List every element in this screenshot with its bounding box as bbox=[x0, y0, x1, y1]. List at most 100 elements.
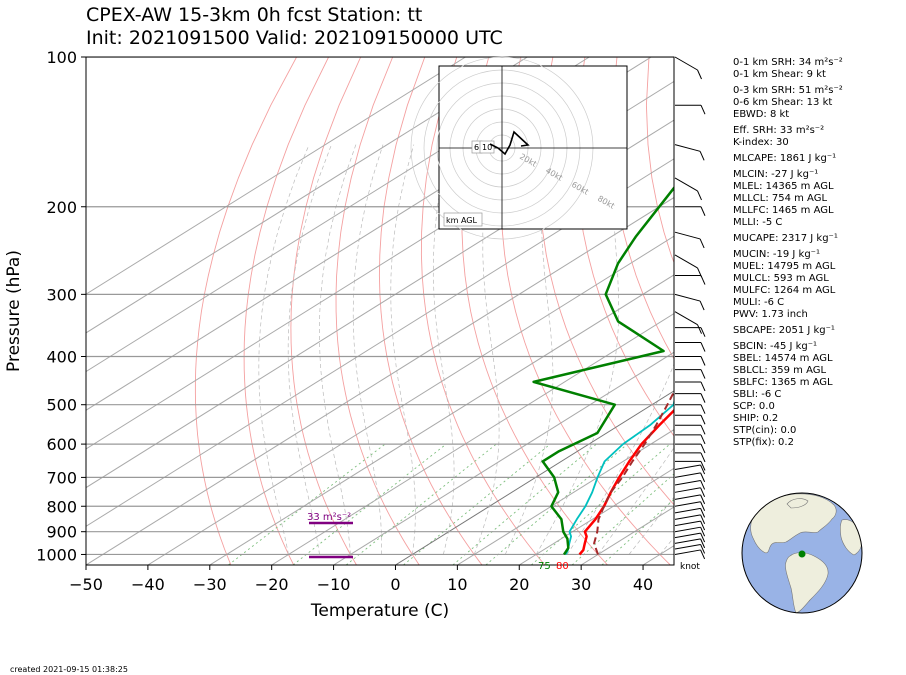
parameter-item: STP(cin): 0.0 bbox=[733, 425, 797, 436]
isotherm bbox=[147, 235, 674, 565]
axis-ticks: −50 −40 −30 −20 −10 0 10 20 30 40 100 200 300 400 500 6… bbox=[36, 48, 653, 594]
x-tick-label: −30 bbox=[193, 575, 227, 594]
wind-barb-staff bbox=[674, 293, 701, 302]
y-tick-label: 500 bbox=[46, 396, 77, 415]
wind-barb-flag bbox=[700, 520, 706, 531]
wind-barb-flag bbox=[699, 151, 705, 161]
wind-barb-staff bbox=[674, 538, 701, 544]
wind-barb-staff bbox=[674, 464, 701, 471]
wind-barb-flag bbox=[700, 415, 706, 425]
parameter-item: MLLI: -5 C bbox=[733, 217, 783, 228]
wind-barb-flag bbox=[700, 206, 706, 216]
north-america-land bbox=[750, 493, 837, 554]
dry-adiabat bbox=[290, 57, 362, 565]
wind-barb-staff bbox=[674, 311, 698, 326]
parameter-item: MULFC: 1264 m AGL bbox=[733, 285, 836, 296]
moist-adiabat bbox=[504, 144, 554, 555]
wind-barb-staff bbox=[674, 254, 698, 269]
parameter-item: SBCIN: -45 J kg⁻¹ bbox=[733, 341, 818, 352]
x-tick-label: 10 bbox=[447, 575, 467, 594]
x-tick-label: 30 bbox=[571, 575, 591, 594]
wind-barb-flag bbox=[700, 514, 706, 525]
wind-barb-flag bbox=[700, 443, 706, 454]
parameter-item: Eff. SRH: 33 m²s⁻² bbox=[733, 125, 825, 136]
surface-temperature-label: 80 bbox=[556, 561, 569, 572]
parameter-item: PWV: 1.73 inch bbox=[733, 309, 808, 320]
dry-adiabat bbox=[461, 57, 608, 565]
isotherm bbox=[86, 57, 466, 295]
hodo-label: km AGL bbox=[446, 216, 478, 225]
srh-label: 33 m²s⁻² bbox=[307, 512, 351, 523]
parameter-list: 0-1 km SRH: 34 m²s⁻² 0-1 km Shear: 9 kt 0-… bbox=[733, 57, 843, 449]
wind-barb-flag bbox=[700, 508, 706, 518]
dry-adiabat bbox=[194, 57, 297, 565]
parameter-item: MLLCL: 754 m AGL bbox=[733, 193, 828, 204]
wind-barb-flag bbox=[700, 538, 706, 549]
wind-barb-flag bbox=[700, 461, 706, 471]
wind-barb-staff bbox=[674, 520, 701, 527]
moist-adiabat bbox=[432, 144, 455, 555]
dry-adiabat bbox=[841, 57, 906, 565]
isotherm bbox=[86, 196, 674, 565]
parcel-profile bbox=[593, 389, 674, 555]
parameter-item: MUCAPE: 2317 J kg⁻¹ bbox=[733, 233, 838, 244]
x-tick-label: −20 bbox=[255, 575, 289, 594]
x-tick-label: 40 bbox=[633, 575, 653, 594]
x-axis-label: Temperature (C) bbox=[310, 601, 449, 621]
mixing-ratio-line bbox=[345, 443, 497, 565]
wind-barb-flag bbox=[700, 356, 706, 366]
moist-adiabat bbox=[287, 144, 332, 555]
moist-adiabat bbox=[258, 144, 310, 555]
y-tick-label: 700 bbox=[46, 468, 77, 487]
wind-barb-staff bbox=[674, 494, 701, 500]
wind-barbs bbox=[674, 56, 706, 560]
wind-barb-staff bbox=[674, 532, 701, 539]
isotherm bbox=[271, 312, 674, 565]
chart-title: CPEX-AW 15-3km 0h fcst Station: tt bbox=[86, 4, 423, 26]
wind-barb-flag bbox=[700, 549, 706, 560]
wind-barb-flag bbox=[700, 494, 706, 505]
mixing-ratio-line bbox=[452, 443, 597, 565]
dry-adiabat bbox=[575, 57, 674, 437]
wind-barb-flag bbox=[700, 487, 706, 497]
parameter-item: MUEL: 14795 m AGL bbox=[733, 261, 836, 272]
parameter-item: STP(fix): 0.2 bbox=[733, 437, 794, 448]
parameter-item: SBLFC: 1365 m AGL bbox=[733, 377, 833, 388]
dry-adiabat bbox=[873, 57, 906, 565]
parameter-item: 0-3 km SRH: 51 m²s⁻² bbox=[733, 85, 843, 96]
station-marker bbox=[798, 550, 806, 558]
south-america-land bbox=[785, 552, 829, 613]
dewpoint-profile bbox=[532, 185, 674, 556]
isotherm bbox=[86, 119, 674, 489]
wind-barb-flag bbox=[700, 434, 706, 445]
y-axis-label: Pressure (hPa) bbox=[4, 250, 24, 372]
barb-unit-label: knot bbox=[680, 562, 700, 572]
temperature-profile bbox=[578, 408, 674, 556]
plot-frame bbox=[85, 56, 675, 566]
x-tick-label: 0 bbox=[390, 575, 400, 594]
wind-barb-staff bbox=[674, 177, 698, 192]
wind-barb-staff bbox=[674, 479, 701, 486]
parameter-item: MUCIN: -19 J kg⁻¹ bbox=[733, 249, 820, 260]
x-tick-label: 20 bbox=[509, 575, 529, 594]
parameter-item: SCP: 0.0 bbox=[733, 401, 775, 412]
x-tick-label: −40 bbox=[131, 575, 165, 594]
wind-barb-staff bbox=[674, 231, 701, 240]
parameter-item: MLCIN: -27 J kg⁻¹ bbox=[733, 169, 819, 180]
greenland-land bbox=[786, 498, 809, 509]
wind-barb-staff bbox=[674, 543, 701, 550]
wind-barb-flag bbox=[700, 105, 706, 115]
parameter-item: 0-1 km SRH: 34 m²s⁻² bbox=[733, 57, 843, 68]
y-tick-label: 900 bbox=[46, 523, 77, 542]
mixing-ratio-line bbox=[403, 443, 551, 565]
wind-barb-flag bbox=[697, 190, 702, 201]
wind-barb-flag bbox=[700, 342, 706, 352]
x-tick-label: −10 bbox=[317, 575, 351, 594]
parameter-item: 0-6 km Shear: 13 kt bbox=[733, 97, 833, 108]
parameter-item: MLCAPE: 1861 J kg⁻¹ bbox=[733, 153, 837, 164]
parameter-item: SBCAPE: 2051 J kg⁻¹ bbox=[733, 325, 835, 336]
wind-barb-flag bbox=[697, 69, 702, 80]
parameter-item: MLLFC: 1465 m AGL bbox=[733, 205, 834, 216]
y-tick-label: 100 bbox=[46, 48, 77, 67]
y-tick-label: 800 bbox=[46, 497, 77, 516]
